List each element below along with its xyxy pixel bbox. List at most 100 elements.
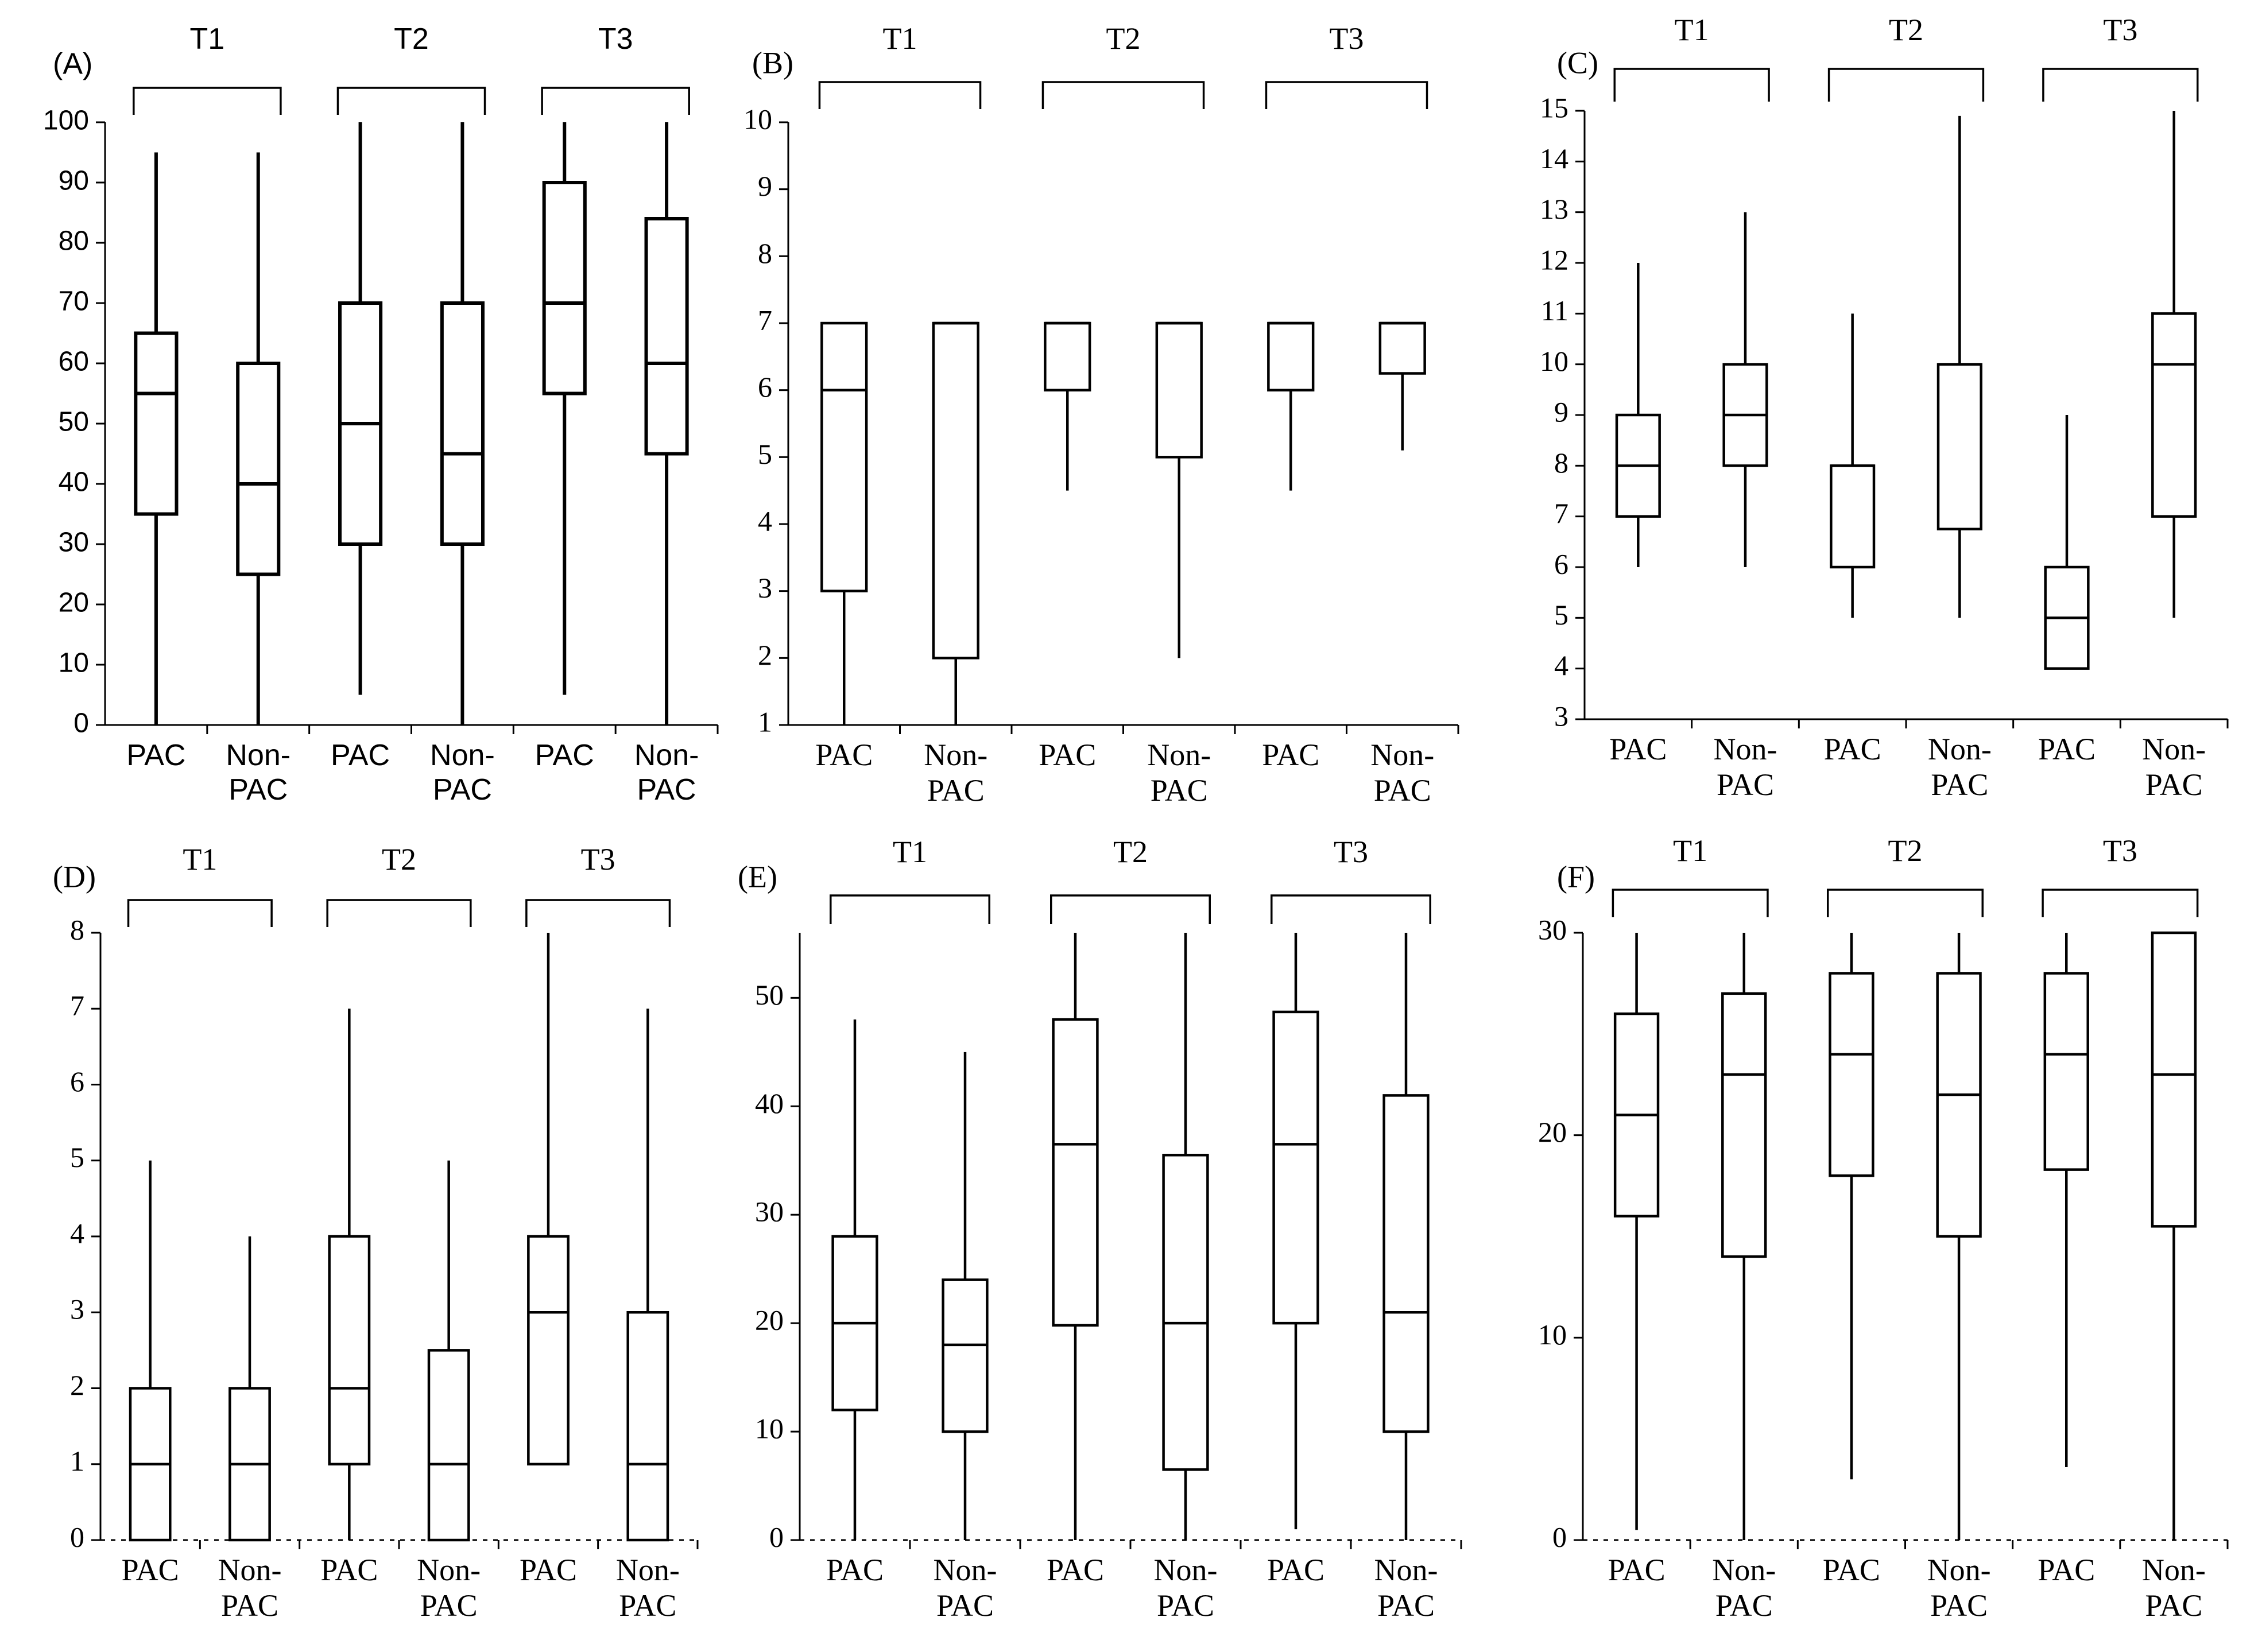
x-category-label: PAC <box>122 1553 179 1587</box>
box-iqr <box>1830 464 1876 569</box>
panel-label: (F) <box>1557 859 1595 894</box>
y-tick-label: 4 <box>1554 649 1568 681</box>
box-t1-non-pac <box>932 321 979 725</box>
y-tick-label: 1 <box>70 1445 84 1477</box>
panel-a: (A) 0 10 20 30 40 50 60 70 80 90 100 PAC Non-PAC PAC No… <box>43 22 719 806</box>
group-bracket <box>1827 68 1985 102</box>
group-bracket <box>1826 889 1984 917</box>
x-category-label: Non-PAC <box>430 739 495 806</box>
group-bracket <box>1041 81 1205 109</box>
y-tick-label: 4 <box>70 1217 84 1249</box>
x-category-label: PAC <box>535 739 594 772</box>
y-tick-label: 10 <box>59 648 89 678</box>
box-t2-non-pac <box>427 1160 470 1542</box>
x-category-label: Non-PAC <box>1928 732 1992 802</box>
box-iqr <box>1052 1018 1099 1327</box>
box-iqr <box>1721 992 1767 1258</box>
box-t1-pac <box>129 1160 172 1542</box>
y-tick-label: 40 <box>755 1087 784 1119</box>
box-t2-pac <box>1052 933 1099 1540</box>
y-tick-label: 7 <box>70 990 84 1022</box>
y-tick-label: 5 <box>1554 599 1568 631</box>
box-iqr <box>1162 1154 1209 1471</box>
box-t1-non-pac <box>228 1236 271 1542</box>
x-category-label: PAC <box>2038 732 2096 766</box>
group-bracket <box>2042 68 2199 102</box>
group-label: T2 <box>1888 833 1923 868</box>
panel-label: (C) <box>1557 45 1598 80</box>
x-category-label: PAC <box>331 739 390 772</box>
y-tick-label: 0 <box>1552 1521 1567 1553</box>
group-label: T1 <box>189 22 224 56</box>
y-tick-label: 2 <box>70 1369 84 1401</box>
group-label: T1 <box>883 21 917 56</box>
y-tick-label: 20 <box>1538 1116 1567 1148</box>
box-t2-non-pac <box>1936 115 1982 618</box>
x-category-label: Non-PAC <box>1147 738 1211 808</box>
box-t2-non-pac <box>440 122 485 725</box>
group-label: T1 <box>1673 833 1707 868</box>
box-t1-non-pac <box>236 152 281 725</box>
group-bracket <box>541 87 690 115</box>
panel-label: (A) <box>53 48 92 81</box>
y-tick-label: 9 <box>758 170 772 202</box>
panel-label: (D) <box>53 859 96 894</box>
y-tick-label: 2 <box>758 639 772 671</box>
y-tick-label: 50 <box>59 407 89 437</box>
group-label: T1 <box>183 842 217 877</box>
box-iqr <box>134 331 179 516</box>
x-category-label: Non-PAC <box>1927 1553 1991 1623</box>
x-category-label: Non-PAC <box>2142 732 2206 802</box>
box-iqr <box>1272 1010 1319 1325</box>
box-iqr <box>932 321 979 660</box>
x-category-label: Non-PAC <box>634 739 699 806</box>
y-tick-label: 30 <box>1538 913 1567 945</box>
x-category-label: PAC <box>815 738 873 772</box>
y-tick-label: 90 <box>59 166 89 196</box>
group-bracket <box>336 87 486 115</box>
x-category-label: PAC <box>1039 738 1096 772</box>
y-tick-label: 0 <box>73 708 89 739</box>
box-iqr <box>942 1278 989 1433</box>
box-t3-pac <box>2043 933 2089 1468</box>
y-tick-label: 30 <box>59 528 89 558</box>
y-tick-label: 5 <box>758 438 772 470</box>
group-label: T1 <box>1675 13 1709 47</box>
group-bracket <box>818 81 982 109</box>
x-category-label: Non-PAC <box>616 1553 680 1623</box>
y-tick-label: 3 <box>1554 700 1568 732</box>
y-tick-label: 6 <box>758 371 772 403</box>
box-iqr <box>427 1349 470 1542</box>
box-t3-pac <box>542 122 587 695</box>
y-tick-label: 60 <box>59 347 89 377</box>
x-category-label: PAC <box>1262 738 1319 772</box>
y-tick-label: 9 <box>1554 395 1568 428</box>
x-category-label: Non-PAC <box>417 1553 481 1623</box>
box-t2-non-pac <box>1162 933 1209 1540</box>
box-t3-non-pac <box>1382 933 1430 1540</box>
box-iqr <box>1829 972 1874 1177</box>
x-category-label: PAC <box>320 1553 378 1587</box>
group-label: T3 <box>2103 833 2137 868</box>
x-category-label: PAC <box>1608 1553 1666 1587</box>
y-tick-label: 3 <box>70 1293 84 1325</box>
group-bracket <box>830 894 990 924</box>
y-tick-label: 15 <box>1540 91 1568 123</box>
group-bracket <box>326 899 472 927</box>
box-t1-pac <box>820 321 868 725</box>
box-t1-non-pac <box>1722 212 1768 567</box>
y-tick-label: 11 <box>1541 294 1568 327</box>
y-tick-label: 8 <box>70 913 84 945</box>
box-t3-pac <box>2044 415 2090 670</box>
group-bracket <box>133 87 282 115</box>
y-tick-label: 10 <box>1538 1319 1567 1351</box>
box-iqr <box>2043 972 2089 1171</box>
y-tick-label: 7 <box>1554 497 1568 529</box>
group-label: T3 <box>1334 835 1368 869</box>
x-category-label: Non-PAC <box>1154 1553 1218 1623</box>
x-category-label: PAC <box>1609 732 1667 766</box>
y-tick-label: 8 <box>1554 447 1568 479</box>
box-t3-pac <box>1267 321 1315 491</box>
box-iqr <box>527 1235 570 1465</box>
x-category-label: PAC <box>1824 732 1881 766</box>
